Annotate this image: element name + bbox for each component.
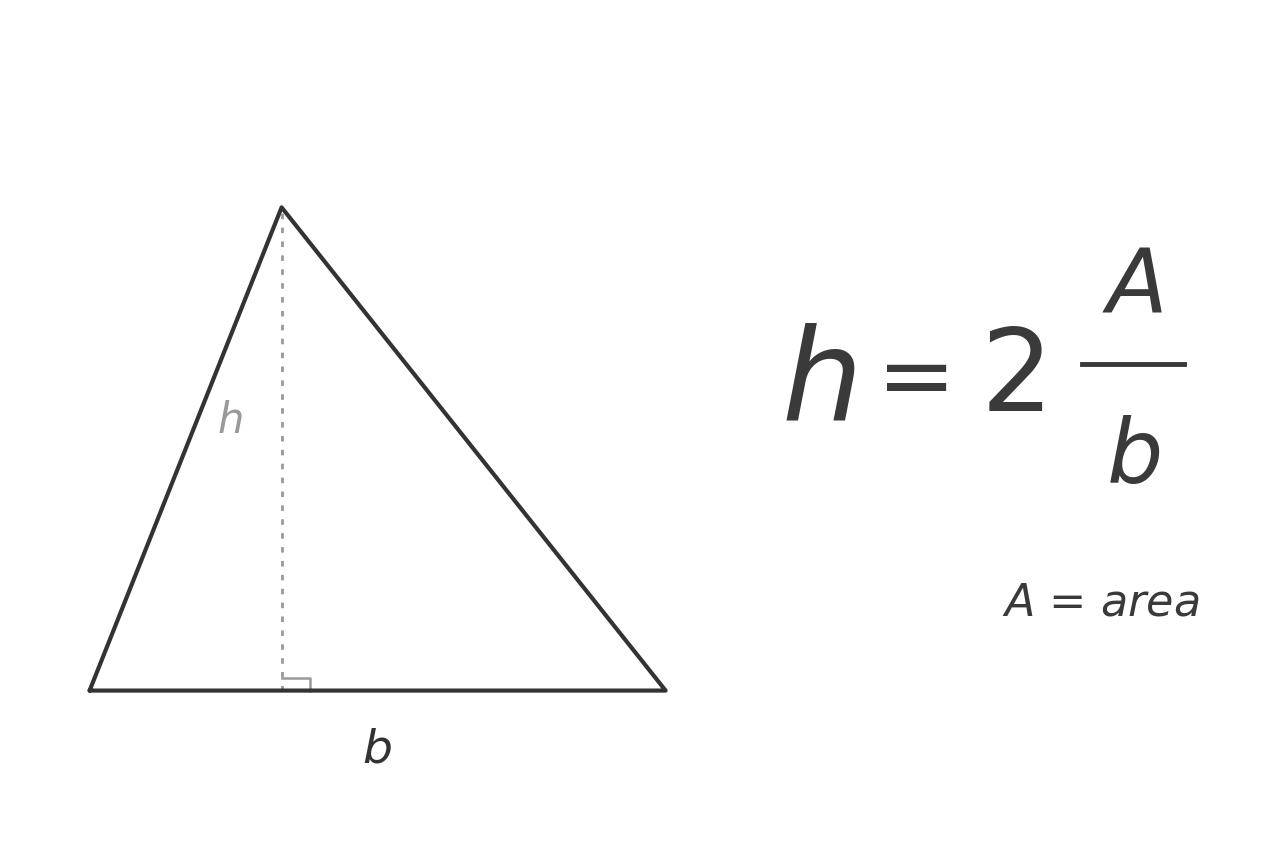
Text: $\mathit{A}$ = $\mathit{area}$: $\mathit{A}$ = $\mathit{area}$ (1002, 581, 1199, 624)
Text: Triangle Height Formula: Triangle Height Formula (93, 36, 1187, 113)
Text: www.inchcalculator.com: www.inchcalculator.com (506, 818, 774, 838)
Bar (648, 782, 654, 787)
Bar (648, 775, 654, 780)
Text: b: b (362, 727, 393, 772)
Text: $=$: $=$ (858, 333, 947, 425)
Text: $\mathit{b}$: $\mathit{b}$ (1106, 415, 1160, 502)
Bar (626, 768, 654, 774)
Text: $\mathit{A}$: $\mathit{A}$ (1102, 244, 1164, 331)
Bar (622, 764, 658, 790)
Text: $\mathit{h}$: $\mathit{h}$ (781, 322, 855, 447)
Bar (626, 782, 632, 787)
Text: h: h (218, 399, 243, 441)
Text: $2$: $2$ (979, 323, 1043, 434)
Bar (626, 775, 632, 780)
